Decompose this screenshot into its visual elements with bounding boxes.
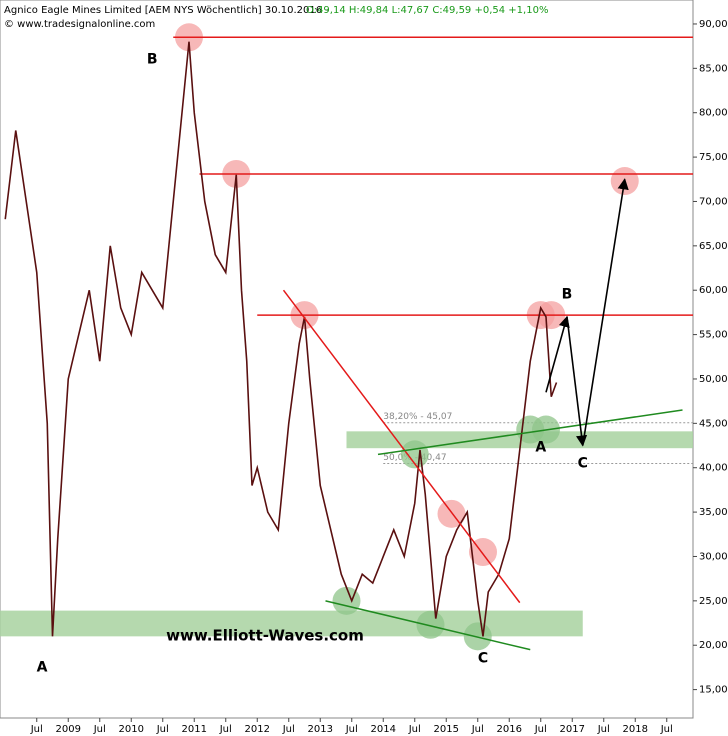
y-tick-label: 85,00: [699, 63, 728, 74]
x-tick-label: 2013: [308, 724, 333, 735]
y-tick-label: 75,00: [699, 152, 728, 163]
x-tick-label: 2012: [245, 724, 270, 735]
trendline: [377, 409, 683, 456]
projection-arrow: [581, 178, 629, 446]
y-tick-label: 25,00: [699, 596, 728, 607]
fib-label: 38,20% - 45,07: [383, 412, 452, 422]
y-tick-label: 80,00: [699, 108, 728, 119]
y-tick-label: 60,00: [699, 285, 728, 296]
wave-label: C: [578, 455, 588, 471]
x-tick-label: Jul: [597, 724, 610, 735]
y-tick-label: 50,00: [699, 374, 728, 385]
highlight-marker: [416, 610, 445, 639]
highlight-marker: [463, 622, 492, 651]
x-tick-label: Jul: [345, 724, 358, 735]
y-tick-label: 35,00: [699, 507, 728, 518]
projection-arrow: [566, 316, 588, 447]
chart-subtitle: O:49,14 H:49,84 L:47,67 C:49,59 +0,54 +1…: [306, 5, 548, 16]
y-tick-label: 20,00: [699, 640, 728, 651]
watermark: www.Elliott-Waves.com: [166, 627, 364, 645]
x-tick-label: Jul: [660, 724, 673, 735]
x-tick-label: 2018: [623, 724, 648, 735]
wave-label: B: [147, 51, 158, 67]
x-tick-label: Jul: [534, 724, 547, 735]
y-tick-label: 30,00: [699, 551, 728, 562]
price-line: [4, 41, 558, 637]
x-tick-label: 2016: [497, 724, 522, 735]
x-tick-label: 2014: [371, 724, 396, 735]
y-tick-label: 45,00: [699, 418, 728, 429]
wave-label: A: [37, 659, 48, 675]
trendline: [325, 600, 531, 651]
chart-title: Agnico Eagle Mines Limited [AEM NYS Wöch…: [4, 5, 329, 16]
y-tick-label: 15,00: [699, 685, 728, 696]
y-tick-label: 65,00: [699, 241, 728, 252]
x-tick-label: 2017: [560, 724, 585, 735]
x-tick-label: Jul: [30, 724, 43, 735]
y-tick-label: 40,00: [699, 463, 728, 474]
x-tick-label: 2009: [56, 724, 81, 735]
y-tick-label: 55,00: [699, 330, 728, 341]
x-tick-label: Jul: [282, 724, 295, 735]
x-tick-label: 2015: [434, 724, 459, 735]
wave-label: A: [535, 439, 546, 455]
x-tick-label: 2010: [119, 724, 144, 735]
wave-label: C: [478, 651, 488, 667]
y-tick-label: 70,00: [699, 196, 728, 207]
x-tick-label: Jul: [156, 724, 169, 735]
x-tick-label: Jul: [93, 724, 106, 735]
projection-arrow: [545, 315, 570, 393]
wave-label: B: [562, 287, 573, 303]
support-zone: [346, 431, 693, 449]
x-tick-label: Jul: [408, 724, 421, 735]
y-tick-label: 90,00: [699, 19, 728, 30]
x-tick-label: Jul: [471, 724, 484, 735]
x-tick-label: Jul: [219, 724, 232, 735]
source: © www.tradesignalonline.com: [4, 19, 155, 30]
trendline: [282, 289, 521, 604]
x-tick-label: 2011: [182, 724, 207, 735]
